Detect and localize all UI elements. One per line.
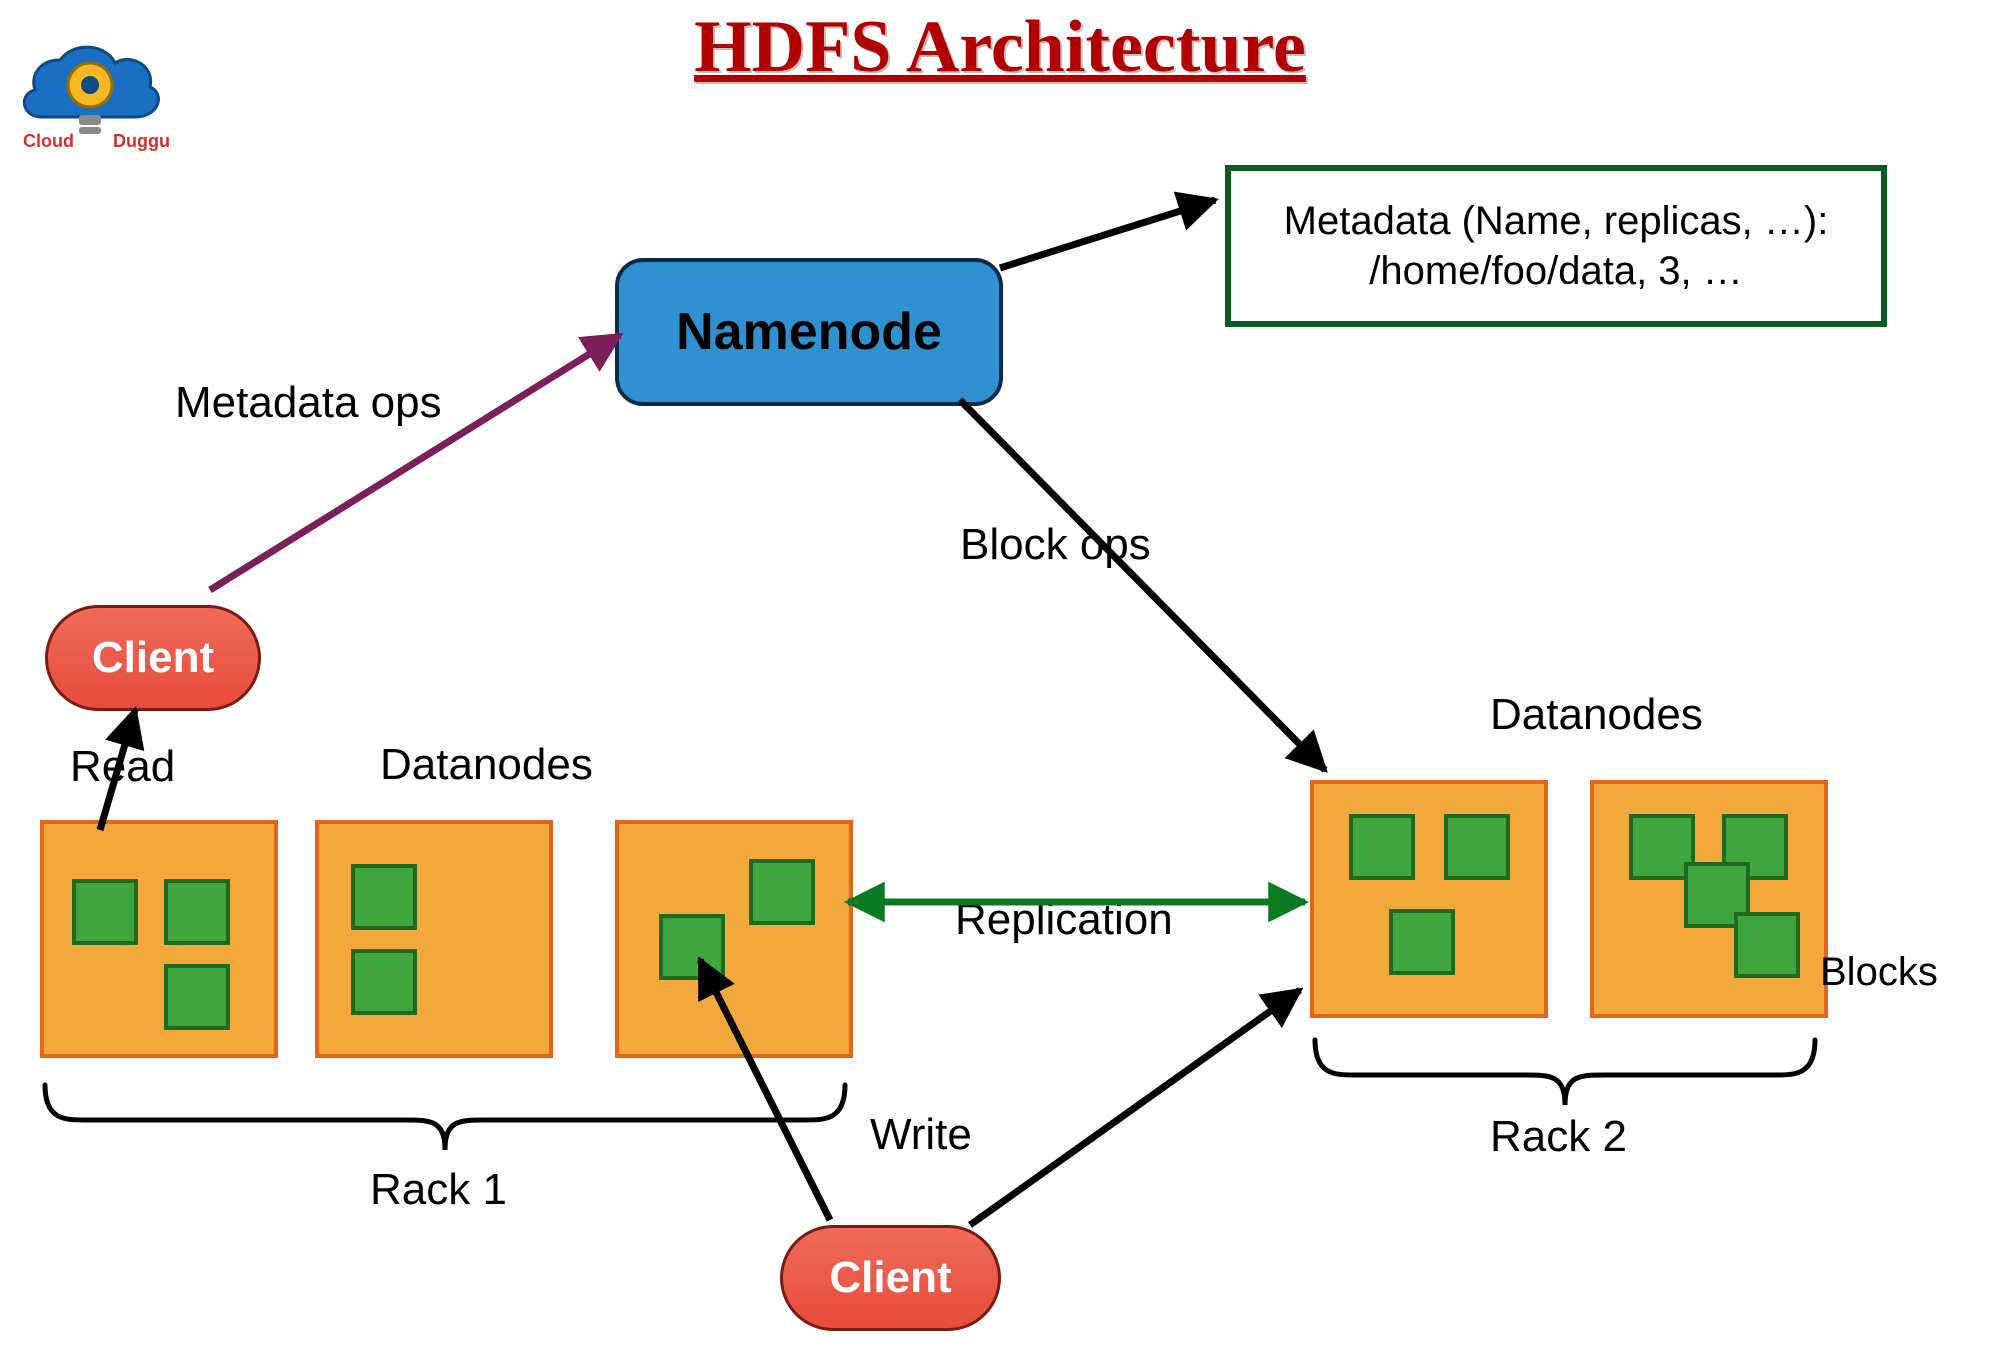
metadata-line1: Metadata (Name, replicas, …): xyxy=(1284,196,1829,246)
data-block xyxy=(1389,909,1455,975)
label-rack2: Rack 2 xyxy=(1490,1112,1627,1162)
data-block xyxy=(164,879,230,945)
cloudduggu-logo: Cloud Duggu xyxy=(15,15,175,155)
svg-text:Cloud: Cloud xyxy=(23,131,74,151)
namenode-box: Namenode xyxy=(615,258,1003,406)
data-block xyxy=(749,859,815,925)
data-block xyxy=(1734,912,1800,978)
label-block-ops: Block ops xyxy=(960,520,1151,570)
label-replication: Replication xyxy=(955,895,1173,945)
metadata-line2: /home/foo/data, 3, … xyxy=(1369,246,1743,296)
data-block xyxy=(164,964,230,1030)
brace-rack2 xyxy=(1315,1040,1815,1105)
label-datanodes-left: Datanodes xyxy=(380,740,593,790)
label-rack1: Rack 1 xyxy=(370,1165,507,1215)
label-read: Read xyxy=(70,742,175,792)
label-metadata-ops: Metadata ops xyxy=(175,378,442,428)
data-block xyxy=(72,879,138,945)
arrow-write_right xyxy=(970,990,1300,1225)
arrow-metadata_ops xyxy=(210,335,620,590)
metadata-box: Metadata (Name, replicas, …): /home/foo/… xyxy=(1225,165,1887,327)
diagram-title: HDFS Architecture xyxy=(0,5,2000,90)
client-top-label: Client xyxy=(92,633,214,683)
client-bottom: Client xyxy=(780,1225,1001,1331)
client-top: Client xyxy=(45,605,261,711)
label-datanodes-right: Datanodes xyxy=(1490,690,1703,740)
namenode-label: Namenode xyxy=(676,302,942,362)
client-bottom-label: Client xyxy=(829,1253,951,1303)
svg-text:Duggu: Duggu xyxy=(113,131,170,151)
label-write: Write xyxy=(870,1110,972,1160)
data-block xyxy=(1444,814,1510,880)
data-block xyxy=(1349,814,1415,880)
data-block xyxy=(659,914,725,980)
datanode xyxy=(40,820,278,1058)
arrow-to_metadata xyxy=(1000,200,1215,268)
datanode xyxy=(1590,780,1828,1018)
brace-rack1 xyxy=(45,1085,845,1150)
arrow-block_ops xyxy=(960,400,1325,770)
datanode xyxy=(615,820,853,1058)
label-blocks: Blocks xyxy=(1820,950,1938,995)
datanode xyxy=(315,820,553,1058)
data-block xyxy=(351,949,417,1015)
datanode xyxy=(1310,780,1548,1018)
data-block xyxy=(351,864,417,930)
